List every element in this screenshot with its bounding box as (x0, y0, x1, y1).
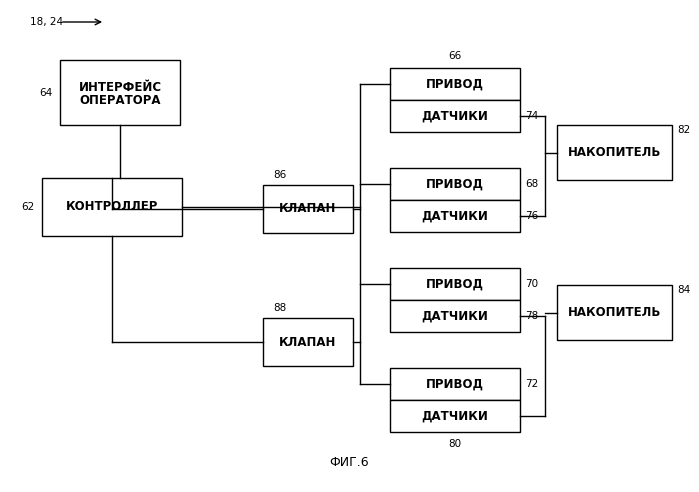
Text: НАКОПИТЕЛЬ: НАКОПИТЕЛЬ (568, 146, 661, 159)
Text: 62: 62 (21, 202, 34, 212)
Text: ДАТЧИКИ: ДАТЧИКИ (421, 210, 489, 222)
Text: ОПЕРАТОРА: ОПЕРАТОРА (79, 94, 161, 107)
Bar (60, 60, 180, 125)
Text: НАКОПИТЕЛЬ: НАКОПИТЕЛЬ (568, 306, 661, 319)
Text: ПРИВОД: ПРИВОД (426, 377, 484, 391)
Text: ПРИВОД: ПРИВОД (426, 277, 484, 290)
Bar (390, 268, 520, 300)
Bar (263, 318, 353, 366)
Bar (42, 178, 182, 236)
Text: ДАТЧИКИ: ДАТЧИКИ (421, 309, 489, 322)
Text: 78: 78 (525, 311, 538, 321)
Text: 70: 70 (525, 279, 538, 289)
Text: 88: 88 (273, 303, 287, 313)
Bar (557, 125, 672, 180)
Text: 74: 74 (525, 111, 538, 121)
Bar (390, 168, 520, 200)
Bar (390, 300, 520, 332)
Bar (263, 185, 353, 233)
Text: ДАТЧИКИ: ДАТЧИКИ (421, 110, 489, 123)
Bar (557, 285, 672, 340)
Bar (390, 68, 520, 100)
Bar (390, 400, 520, 432)
Text: 76: 76 (525, 211, 538, 221)
Text: 86: 86 (273, 170, 287, 180)
Text: КЛАПАН: КЛАПАН (280, 203, 337, 215)
Text: 72: 72 (525, 379, 538, 389)
Text: ДАТЧИКИ: ДАТЧИКИ (421, 409, 489, 423)
Bar (390, 368, 520, 400)
Text: КОНТРОЛЛЕР: КОНТРОЛЛЕР (66, 201, 158, 214)
Text: ПРИВОД: ПРИВОД (426, 178, 484, 190)
Text: ИНТЕРФЕЙС: ИНТЕРФЕЙС (78, 81, 161, 94)
Text: 68: 68 (525, 179, 538, 189)
Text: ФИГ.6: ФИГ.6 (329, 456, 369, 468)
Text: 82: 82 (677, 125, 690, 135)
Bar (390, 100, 520, 132)
Text: 66: 66 (448, 51, 461, 61)
Text: 84: 84 (677, 285, 690, 295)
Text: КЛАПАН: КЛАПАН (280, 336, 337, 348)
Text: 64: 64 (38, 88, 52, 97)
Bar (390, 200, 520, 232)
Text: 18, 24: 18, 24 (30, 17, 63, 27)
Text: ПРИВОД: ПРИВОД (426, 78, 484, 91)
Text: 80: 80 (449, 439, 461, 449)
